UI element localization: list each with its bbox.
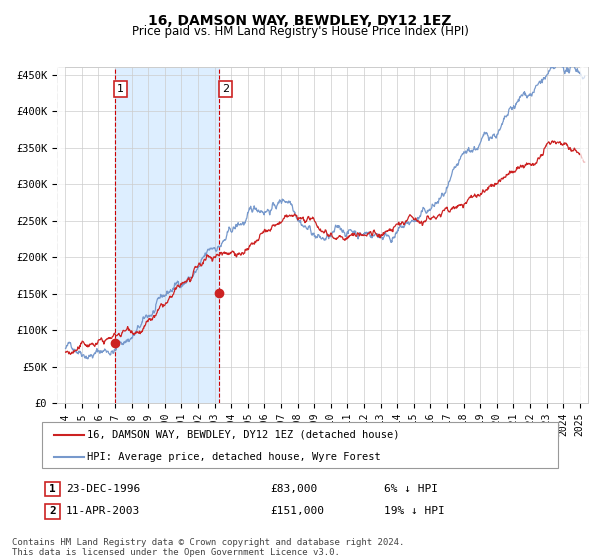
Text: 2: 2	[222, 84, 229, 94]
Text: 1: 1	[49, 484, 56, 494]
Text: 16, DAMSON WAY, BEWDLEY, DY12 1EZ (detached house): 16, DAMSON WAY, BEWDLEY, DY12 1EZ (detac…	[87, 430, 400, 440]
Text: £83,000: £83,000	[270, 484, 317, 494]
Text: £151,000: £151,000	[270, 506, 324, 516]
Text: Contains HM Land Registry data © Crown copyright and database right 2024.
This d: Contains HM Land Registry data © Crown c…	[12, 538, 404, 557]
Text: 16, DAMSON WAY, BEWDLEY, DY12 1EZ: 16, DAMSON WAY, BEWDLEY, DY12 1EZ	[148, 14, 452, 28]
Bar	[115, 67, 219, 403]
Bar	[580, 67, 588, 403]
Bar	[57, 67, 65, 403]
Text: 2: 2	[49, 506, 56, 516]
Text: 11-APR-2003: 11-APR-2003	[66, 506, 140, 516]
Text: Price paid vs. HM Land Registry's House Price Index (HPI): Price paid vs. HM Land Registry's House …	[131, 25, 469, 38]
Text: HPI: Average price, detached house, Wyre Forest: HPI: Average price, detached house, Wyre…	[87, 452, 381, 463]
Text: 1: 1	[117, 84, 124, 94]
Text: 6% ↓ HPI: 6% ↓ HPI	[384, 484, 438, 494]
Text: 23-DEC-1996: 23-DEC-1996	[66, 484, 140, 494]
Text: 19% ↓ HPI: 19% ↓ HPI	[384, 506, 445, 516]
